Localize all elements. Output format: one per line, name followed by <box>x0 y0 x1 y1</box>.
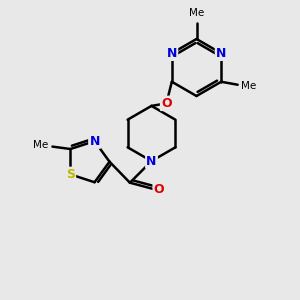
Text: N: N <box>146 154 157 168</box>
Text: Me: Me <box>33 140 49 150</box>
Text: N: N <box>216 47 226 60</box>
Text: Me: Me <box>189 8 204 18</box>
Text: N: N <box>167 47 177 60</box>
Text: N: N <box>89 135 100 148</box>
Text: O: O <box>161 97 172 110</box>
Text: O: O <box>154 183 164 196</box>
Text: S: S <box>66 168 75 181</box>
Text: Me: Me <box>242 81 257 91</box>
